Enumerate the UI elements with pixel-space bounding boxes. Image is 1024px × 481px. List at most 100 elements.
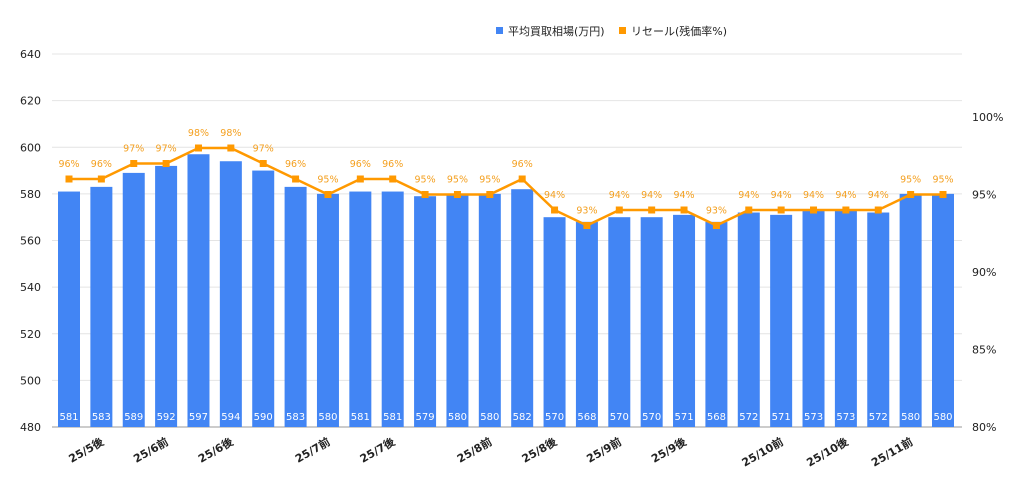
left-tick-label: 560 [20, 235, 41, 248]
legend-label-bars: 平均買取相場(万円) [508, 25, 605, 38]
x-tick-label: 25/11前 [869, 434, 916, 469]
line-point [648, 206, 656, 214]
left-tick-label: 500 [20, 374, 41, 387]
line-point [292, 175, 300, 183]
bar-value-label: 568 [577, 412, 596, 423]
x-tick-label: 25/9前 [584, 434, 624, 465]
bar [834, 210, 857, 427]
x-tick-label: 25/6後 [195, 434, 236, 466]
bar [155, 165, 178, 427]
legend[interactable]: 平均買取相場(万円) リセール(残価率%) [496, 24, 727, 38]
line-value-label: 96% [382, 159, 403, 170]
x-tick-label: 25/5後 [66, 434, 107, 466]
bar-series: 581 583 589 592 597 594 590 583 580 581 581 579 580 5… [58, 154, 954, 428]
left-tick-label: 640 [20, 48, 41, 61]
bar [511, 189, 534, 427]
bar [802, 210, 825, 427]
bar [478, 193, 501, 427]
line-point [389, 175, 397, 183]
line-value-label: 94% [868, 190, 889, 201]
bar-value-label: 572 [739, 412, 758, 423]
bar [737, 212, 760, 427]
bar-value-label: 579 [416, 412, 435, 423]
left-tick-label: 520 [20, 328, 41, 341]
line-point [842, 206, 850, 214]
line-value-label: 95% [317, 175, 338, 186]
x-tick-label: 25/7前 [293, 434, 333, 465]
line-value-label: 93% [706, 206, 727, 217]
bar-value-label: 583 [92, 412, 111, 423]
bar-value-label: 573 [836, 412, 855, 423]
line-value-label: 94% [738, 190, 759, 201]
bar [932, 193, 954, 427]
line-value-label: 93% [576, 206, 597, 217]
line-value-label: 96% [350, 159, 371, 170]
line-value-label: 94% [641, 190, 662, 201]
bar [867, 212, 890, 427]
bar-value-label: 590 [254, 412, 273, 423]
line-path [69, 146, 943, 227]
bar [122, 172, 145, 427]
line-point [712, 222, 720, 229]
bar [543, 217, 566, 427]
line-value-label: 94% [835, 190, 856, 201]
x-tick-label: 25/6前 [131, 434, 171, 465]
bar [608, 217, 631, 427]
bar-value-label: 580 [933, 412, 952, 423]
bar-value-label: 580 [901, 412, 920, 423]
left-tick-label: 480 [20, 421, 41, 434]
line-point [227, 144, 235, 152]
bar-value-label: 592 [157, 412, 176, 423]
bar-value-label: 580 [480, 412, 499, 423]
bar [414, 196, 437, 427]
bar-value-label: 570 [545, 412, 564, 423]
line-value-label: 95% [479, 175, 500, 186]
left-tick-label: 540 [20, 281, 41, 294]
x-tick-label: 25/10後 [804, 434, 851, 469]
line-point [194, 144, 202, 152]
right-tick-label: 90% [972, 266, 996, 279]
bar [673, 214, 696, 427]
bar [252, 170, 275, 427]
bar [219, 161, 242, 428]
line-point [162, 160, 170, 167]
bar-value-label: 568 [707, 412, 726, 423]
line-point [453, 191, 461, 198]
line-point [486, 191, 494, 198]
x-tick-label: 25/10前 [739, 434, 786, 469]
line-value-label: 95% [447, 175, 468, 186]
line-point [259, 160, 267, 167]
x-tick-label: 25/7後 [357, 434, 398, 466]
bar [58, 191, 80, 427]
line-point [97, 175, 105, 183]
bar [187, 154, 210, 427]
line-value-label: 94% [673, 190, 694, 201]
x-tick-label: 25/8前 [454, 434, 494, 465]
bar [575, 221, 598, 427]
line-point [421, 191, 429, 198]
right-tick-label: 100% [972, 111, 1003, 124]
line-point [777, 206, 785, 214]
x-tick-label: 25/9後 [649, 434, 690, 466]
line-point [65, 175, 73, 183]
line-point [680, 206, 688, 214]
bar-value-label: 589 [124, 412, 143, 423]
line-point [130, 160, 138, 167]
line-value-label: 94% [771, 190, 792, 201]
right-tick-label: 85% [972, 344, 996, 357]
bar [899, 193, 922, 427]
left-tick-label: 580 [20, 188, 41, 201]
line-point [745, 206, 753, 214]
legend-label-line: リセール(残価率%) [631, 24, 727, 38]
line-value-label: 95% [900, 175, 921, 186]
bar [705, 221, 728, 427]
line-point [939, 191, 947, 198]
line-value-label: 98% [188, 128, 209, 139]
bar [284, 186, 307, 427]
bar [349, 191, 372, 427]
line-value-label: 96% [285, 159, 306, 170]
line-point [324, 191, 332, 198]
line-value-label: 98% [220, 128, 241, 139]
line-value-label: 95% [415, 175, 436, 186]
bar-value-label: 581 [351, 412, 370, 423]
